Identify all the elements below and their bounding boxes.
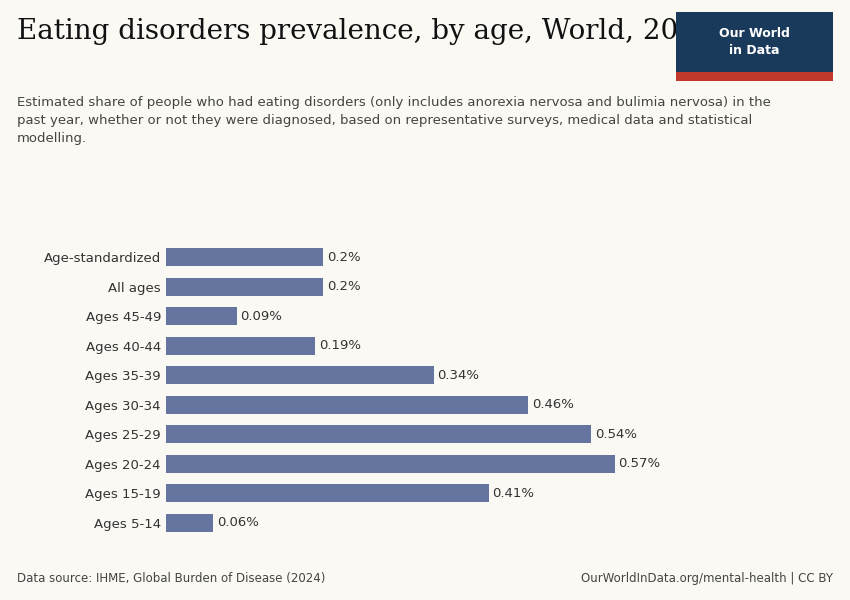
- Bar: [166, 484, 489, 502]
- Text: OurWorldInData.org/mental-health | CC BY: OurWorldInData.org/mental-health | CC BY: [581, 572, 833, 585]
- Bar: [166, 455, 615, 473]
- Text: Our World
in Data: Our World in Data: [719, 27, 790, 57]
- Bar: [166, 337, 315, 355]
- Bar: [166, 425, 591, 443]
- Text: 0.2%: 0.2%: [327, 280, 360, 293]
- Text: 0.46%: 0.46%: [532, 398, 574, 411]
- Bar: [166, 278, 323, 296]
- Bar: [166, 248, 323, 266]
- Bar: [166, 307, 236, 325]
- Text: 0.41%: 0.41%: [492, 487, 535, 500]
- Bar: [166, 395, 528, 414]
- Bar: [166, 514, 213, 532]
- Text: 0.57%: 0.57%: [619, 457, 660, 470]
- Text: 0.09%: 0.09%: [241, 310, 282, 323]
- Text: Estimated share of people who had eating disorders (only includes anorexia nervo: Estimated share of people who had eating…: [17, 96, 771, 145]
- Text: 0.2%: 0.2%: [327, 251, 360, 264]
- Text: Eating disorders prevalence, by age, World, 2021: Eating disorders prevalence, by age, Wor…: [17, 18, 714, 45]
- Text: 0.34%: 0.34%: [438, 369, 479, 382]
- Text: 0.54%: 0.54%: [595, 428, 637, 441]
- Text: Data source: IHME, Global Burden of Disease (2024): Data source: IHME, Global Burden of Dise…: [17, 572, 326, 585]
- Text: 0.06%: 0.06%: [217, 516, 258, 529]
- Bar: [166, 366, 434, 385]
- Text: 0.19%: 0.19%: [320, 339, 361, 352]
